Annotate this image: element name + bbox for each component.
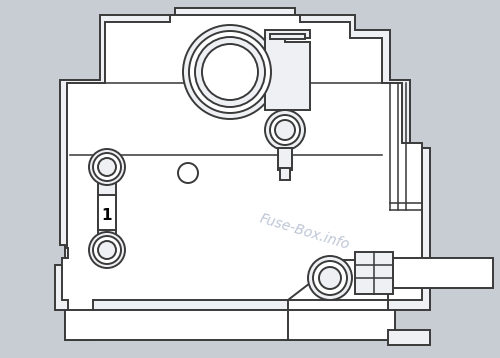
Circle shape: [270, 115, 300, 145]
Text: Fuse-Box.info: Fuse-Box.info: [258, 212, 352, 252]
Circle shape: [319, 267, 341, 289]
Circle shape: [275, 120, 295, 140]
Polygon shape: [265, 30, 310, 110]
Bar: [270, 34, 305, 39]
Bar: [98, 183, 116, 241]
Circle shape: [183, 25, 277, 119]
Text: 1: 1: [102, 208, 113, 223]
Circle shape: [202, 44, 258, 100]
Circle shape: [93, 153, 121, 181]
Bar: [278, 148, 292, 170]
Polygon shape: [62, 15, 422, 333]
Circle shape: [265, 110, 305, 150]
Circle shape: [98, 241, 116, 259]
Bar: [288, 310, 395, 340]
Circle shape: [178, 163, 198, 183]
Bar: [98, 195, 116, 230]
Circle shape: [189, 31, 271, 113]
Circle shape: [93, 236, 121, 264]
Polygon shape: [288, 260, 388, 300]
Bar: [393, 258, 493, 288]
Bar: [355, 252, 393, 294]
Circle shape: [89, 232, 125, 268]
Circle shape: [313, 261, 347, 295]
Circle shape: [308, 256, 352, 300]
Circle shape: [195, 37, 265, 107]
Circle shape: [98, 158, 116, 176]
Bar: [280, 168, 290, 180]
Bar: [388, 330, 430, 345]
Circle shape: [89, 149, 125, 185]
Bar: [65, 310, 290, 340]
Polygon shape: [55, 8, 430, 340]
